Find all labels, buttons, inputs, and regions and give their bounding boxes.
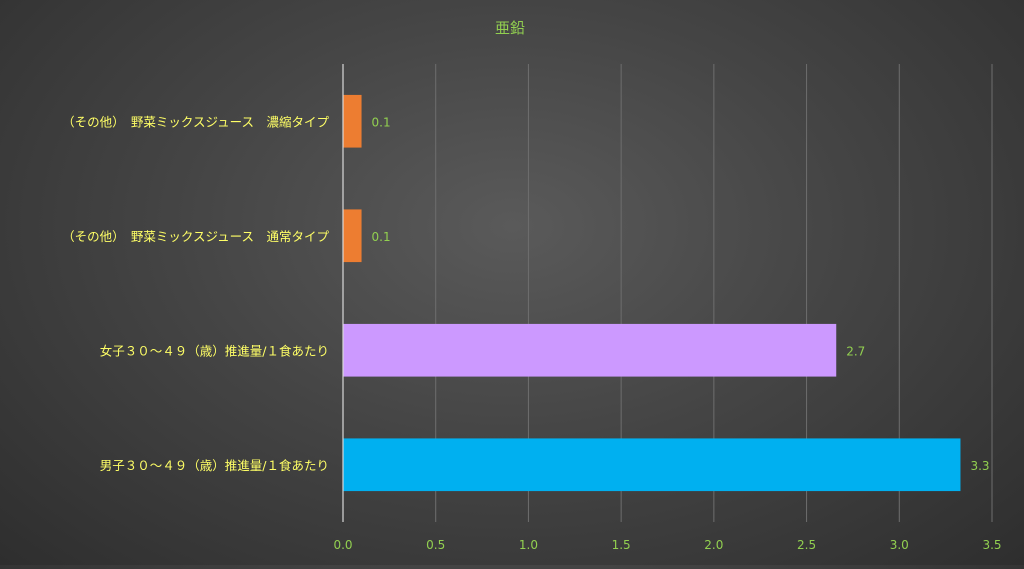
- x-tick-label: 0.5: [426, 538, 445, 552]
- category-label: （その他） 野菜ミックスジュース 濃縮タイプ: [62, 114, 329, 129]
- category-label: （その他） 野菜ミックスジュース 通常タイプ: [62, 229, 329, 244]
- bar: [343, 323, 837, 377]
- bar: [343, 438, 961, 492]
- bars: [343, 94, 961, 492]
- data-label: 2.7: [846, 344, 865, 358]
- bar: [343, 94, 362, 148]
- category-labels: （その他） 野菜ミックスジュース 濃縮タイプ （その他） 野菜ミックスジュース 通…: [62, 114, 329, 473]
- gridlines: [435, 64, 993, 522]
- x-tick-label: 3.5: [982, 538, 1001, 552]
- x-tick-labels: 0.0 0.5 1.0 1.5 2.0 2.5 3.0 3.5: [333, 538, 1001, 552]
- chart-title: 亜鉛: [495, 19, 525, 37]
- x-tick-label: 0.0: [333, 538, 352, 552]
- category-label: 男子３０～４９（歳）推進量/１食あたり: [100, 458, 329, 473]
- x-tick-label: 1.5: [612, 538, 631, 552]
- bar: [343, 209, 362, 263]
- data-labels: 0.1 0.1 2.7 3.3: [372, 115, 990, 473]
- data-label: 0.1: [372, 115, 391, 129]
- x-tick-label: 2.5: [797, 538, 816, 552]
- category-label: 女子３０～４９（歳）推進量/１食あたり: [100, 343, 329, 358]
- data-label: 3.3: [970, 459, 989, 473]
- x-tick-label: 1.0: [519, 538, 538, 552]
- x-tick-label: 3.0: [890, 538, 909, 552]
- data-label: 0.1: [372, 230, 391, 244]
- x-tick-label: 2.0: [704, 538, 723, 552]
